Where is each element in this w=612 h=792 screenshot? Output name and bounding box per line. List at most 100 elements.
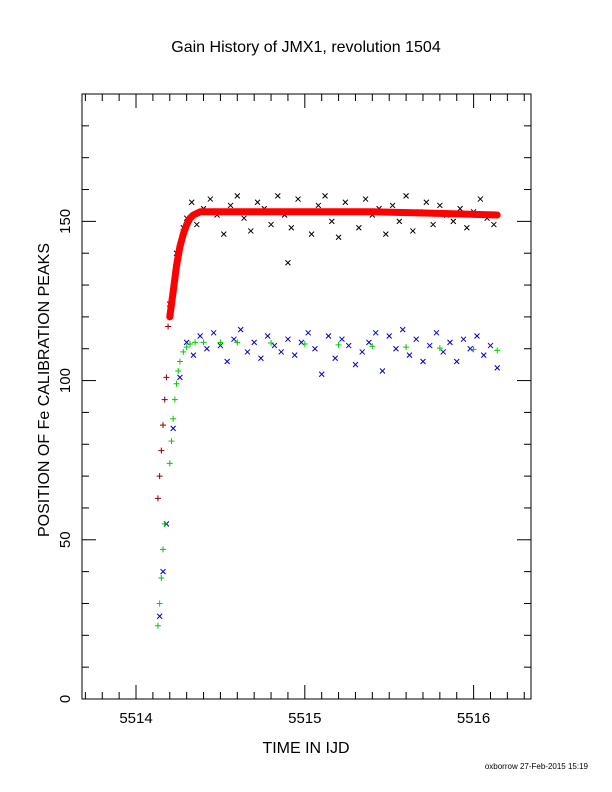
data-point	[158, 447, 165, 454]
data-point	[447, 339, 453, 346]
data-point	[237, 326, 244, 333]
data-point	[165, 323, 172, 330]
y-axis-label: POSITION OF Fe CALIBRATION PEAKS	[36, 243, 53, 537]
data-point	[160, 546, 167, 553]
data-point	[264, 333, 271, 339]
data-point	[409, 228, 416, 234]
data-point	[171, 396, 178, 403]
data-point	[200, 339, 207, 346]
fit-line	[166, 208, 501, 321]
data-point	[234, 339, 241, 346]
data-point	[426, 342, 433, 349]
y-tick-label: 150	[57, 209, 74, 234]
data-point	[291, 352, 298, 358]
data-point	[379, 368, 386, 374]
data-point	[161, 520, 168, 527]
x-tick-label: 5516	[457, 710, 490, 727]
data-point	[173, 380, 180, 387]
data-point	[460, 336, 467, 343]
data-point	[491, 221, 497, 228]
data-point	[187, 340, 194, 347]
data-point	[312, 345, 318, 352]
data-point	[207, 196, 214, 202]
data-point	[457, 205, 463, 212]
data-point	[295, 196, 301, 202]
data-point	[170, 425, 177, 432]
data-point	[180, 348, 187, 355]
data-point	[177, 374, 183, 381]
data-point	[399, 326, 406, 333]
data-point	[156, 613, 163, 620]
data-point	[158, 575, 165, 581]
data-point	[190, 352, 197, 358]
data-point	[197, 333, 204, 339]
plot-frame	[81, 93, 532, 700]
data-point	[231, 336, 237, 343]
data-point	[154, 495, 161, 502]
data-point	[285, 259, 291, 266]
data-point	[210, 329, 217, 336]
chart-title: Gain History of JMX1, revolution 1504	[171, 39, 441, 56]
data-point	[268, 340, 275, 347]
data-point	[477, 196, 484, 202]
footer-credit: oxborrow 27-Feb-2015 15:19	[485, 762, 589, 771]
x-tick-label: 5514	[119, 710, 152, 727]
data-point	[474, 333, 480, 339]
data-point	[188, 199, 195, 206]
y-tick-label: 50	[57, 531, 74, 548]
data-point	[467, 345, 474, 352]
data-point	[328, 218, 335, 225]
data-point	[355, 224, 362, 231]
data-point	[335, 341, 342, 348]
data-point	[366, 339, 372, 346]
data-point	[389, 202, 396, 209]
data-point	[278, 349, 285, 355]
data-point	[494, 347, 501, 354]
data-point	[436, 345, 443, 352]
data-point	[450, 218, 457, 225]
x-axis-label: TIME IN IJD	[262, 740, 349, 757]
data-point	[430, 221, 436, 228]
data-point	[176, 358, 183, 365]
data-point	[440, 349, 447, 355]
data-point	[308, 231, 315, 237]
data-point	[325, 333, 332, 339]
data-point	[241, 215, 247, 222]
data-point	[227, 202, 234, 209]
data-point	[352, 361, 359, 368]
data-point	[453, 358, 460, 365]
data-point	[274, 193, 281, 199]
data-point	[204, 345, 210, 352]
data-point	[406, 352, 413, 358]
data-point	[420, 358, 426, 365]
data-point	[345, 342, 352, 349]
data-point	[403, 193, 409, 199]
data-point	[339, 336, 345, 343]
data-point	[160, 568, 166, 575]
chart-series	[154, 193, 501, 629]
data-point	[160, 422, 167, 429]
data-point	[163, 374, 170, 381]
data-point	[403, 344, 410, 351]
data-point	[170, 415, 177, 422]
y-tick-label: 0	[57, 695, 74, 703]
data-point	[436, 202, 443, 209]
data-point	[369, 343, 376, 350]
data-point	[285, 336, 291, 343]
data-point	[156, 600, 163, 607]
data-point	[154, 622, 161, 629]
data-point	[271, 342, 278, 349]
data-point	[251, 339, 258, 346]
series-3	[156, 326, 501, 620]
data-point	[220, 231, 227, 237]
data-point	[268, 221, 274, 228]
data-point	[359, 349, 366, 355]
data-point	[156, 473, 163, 480]
data-point	[413, 336, 420, 343]
data-point	[217, 342, 224, 349]
data-point	[382, 231, 389, 237]
x-tick-label: 5515	[288, 710, 321, 727]
data-point	[301, 340, 308, 347]
axis-ticks: 5514 5515 5516 0 50 100 150	[57, 93, 531, 727]
